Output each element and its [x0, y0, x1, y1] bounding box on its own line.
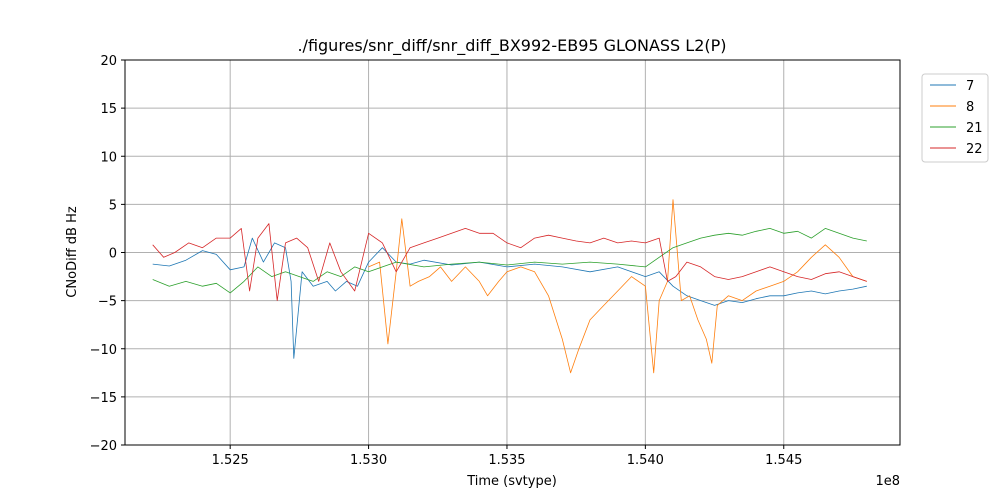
series-line-8	[368, 199, 867, 374]
x-tick-label: 1.540	[627, 453, 664, 468]
y-tick-label: 15	[100, 102, 117, 117]
y-tick-label: −5	[98, 295, 117, 310]
legend-label-7: 7	[966, 79, 974, 94]
y-tick-label: −20	[90, 439, 117, 454]
x-tick-label: 1.545	[765, 453, 802, 468]
series-line-7	[152, 237, 867, 359]
y-axis-ticks: −20 −15 −10 −5 0 5 10 15 20	[90, 54, 125, 454]
legend-label-21: 21	[966, 121, 983, 136]
y-tick-label: 10	[100, 150, 117, 165]
y-tick-label: 20	[100, 54, 117, 69]
y-tick-label: 0	[109, 247, 117, 262]
x-tick-label: 1.530	[350, 453, 387, 468]
legend-label-22: 22	[966, 142, 983, 157]
y-tick-label: −10	[90, 343, 117, 358]
legend-box	[921, 73, 989, 163]
x-axis-offset-label: 1e8	[875, 474, 900, 489]
x-axis-title: Time (svtype)	[466, 474, 557, 489]
grid	[125, 59, 900, 446]
x-tick-label: 1.535	[488, 453, 525, 468]
y-axis-title: CNoDiff dB Hz	[65, 206, 80, 298]
series-line-21	[152, 227, 867, 294]
x-axis-ticks: 1.525 1.530 1.535 1.540 1.545	[212, 445, 802, 468]
series-line-22	[152, 223, 867, 302]
series-lines	[152, 199, 867, 374]
y-tick-label: 5	[109, 198, 117, 213]
chart-title: ./figures/snr_diff/snr_diff_BX992-EB95 G…	[297, 36, 726, 56]
legend: 7 8 21 22	[921, 73, 989, 163]
legend-label-8: 8	[966, 100, 974, 115]
y-tick-label: −15	[90, 391, 117, 406]
x-tick-label: 1.525	[212, 453, 249, 468]
